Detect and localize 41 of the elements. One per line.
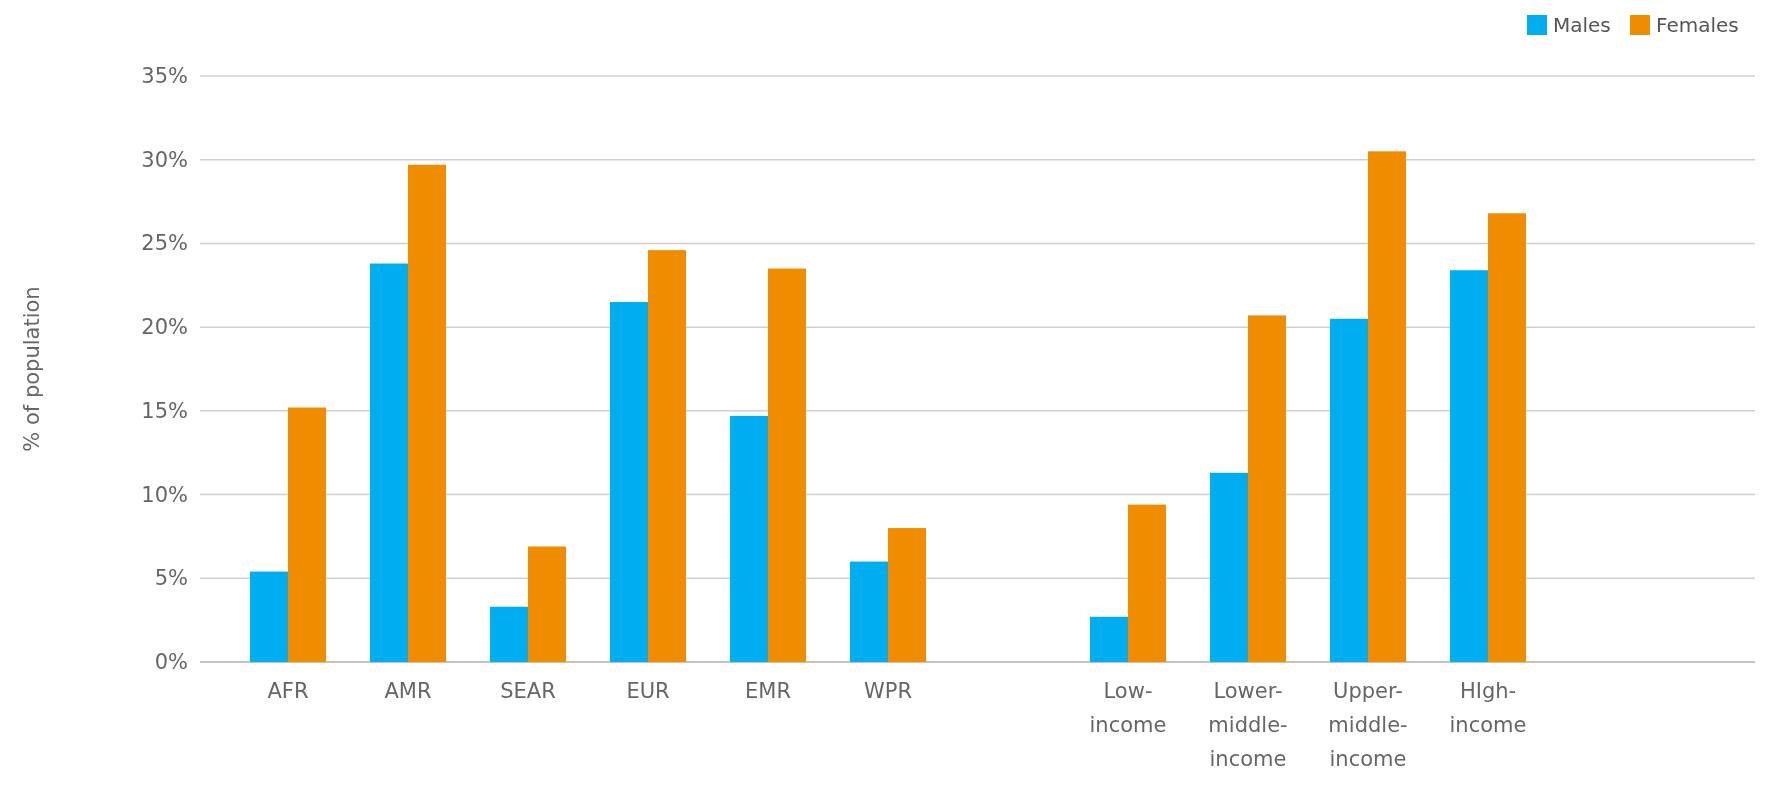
bar [1330,318,1368,662]
bar [1488,213,1526,662]
x-tick-label: Upper-middle-income [1328,679,1408,771]
bar [1210,472,1248,662]
x-tick-label: SEAR [500,679,556,703]
y-axis-title: % of population [20,286,44,452]
bar [648,250,686,662]
bar [1248,315,1286,662]
y-tick-label: 10% [141,482,188,507]
bar [888,528,926,662]
bar [370,263,408,662]
x-tick-label: Lower-middle-income [1208,679,1288,771]
x-tick-label: EMR [745,679,791,703]
bar [408,164,446,662]
y-tick-label: 15% [141,398,188,423]
bar [528,546,566,662]
bar [1450,270,1488,662]
y-tick-label: 5% [154,566,188,591]
y-tick-label: 25% [141,231,188,256]
bar [1128,504,1166,662]
x-tick-label: Low-income [1089,679,1167,737]
x-tick-label: EUR [626,679,670,703]
y-tick-label: 0% [154,650,188,674]
y-tick-label: 30% [141,147,188,172]
bar [288,407,326,662]
bar [1090,616,1128,662]
bar [768,268,806,662]
bar [250,571,288,662]
bar [610,302,648,662]
bar [1368,151,1406,662]
legend-label: Females [1656,13,1739,37]
x-tick-label: HIgh-income [1449,679,1527,737]
legend-label: Males [1553,13,1611,37]
y-tick-label: 35% [141,64,188,88]
bar [490,606,528,662]
x-tick-label: WPR [863,679,913,703]
bar [730,415,768,662]
x-tick-label: AFR [267,679,309,703]
bar [850,561,888,662]
x-tick-label: AMR [384,679,432,703]
y-tick-label: 20% [141,315,188,340]
